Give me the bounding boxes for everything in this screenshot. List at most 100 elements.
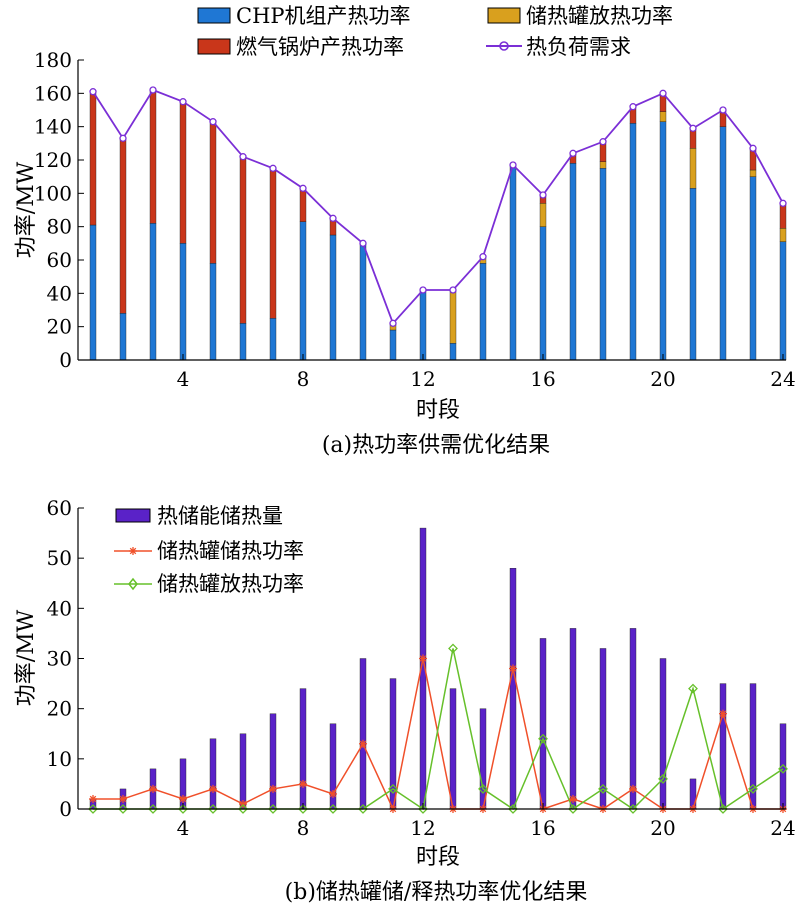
bar-storage xyxy=(569,628,577,810)
chart-b-caption: (b)储热罐储/释热功率优化结果 xyxy=(285,880,588,905)
chart-a-y-tick-label: 80 xyxy=(47,215,72,239)
point-charge-stroke xyxy=(569,795,577,803)
point-discharge xyxy=(148,804,158,814)
bar-chp xyxy=(389,329,397,361)
bar-storage xyxy=(479,708,487,810)
point-discharge xyxy=(508,804,518,814)
point-demand xyxy=(509,161,517,169)
bar-storage xyxy=(509,568,517,810)
chart-a-x-tick-label: 8 xyxy=(297,367,310,391)
point-charge xyxy=(269,784,277,793)
chart-a-y-tick-label: 100 xyxy=(34,181,72,205)
point-demand xyxy=(449,286,457,294)
point-discharge xyxy=(748,784,758,794)
point-demand xyxy=(329,214,337,222)
point-demand xyxy=(479,253,487,261)
point-charge-stroke xyxy=(179,795,187,803)
bar-boiler xyxy=(299,189,307,222)
bar-storage xyxy=(629,628,637,810)
chart-b-y-tick-label: 30 xyxy=(47,647,72,671)
point-charge xyxy=(299,779,307,788)
bar-chp xyxy=(89,224,97,361)
point-charge-stroke xyxy=(359,740,367,748)
bar-boiler xyxy=(629,108,637,124)
point-charge xyxy=(329,789,337,798)
line-demand xyxy=(92,88,784,326)
point-charge xyxy=(119,794,127,803)
chart-a-ylabel: 功率/MW xyxy=(14,161,39,258)
point-discharge xyxy=(118,804,128,814)
bar-release xyxy=(749,169,757,177)
point-discharge xyxy=(658,773,668,784)
chart-b-y-tick-label: 20 xyxy=(47,697,72,721)
chart-a: CHP机组产热功率 储热罐放热功率 燃气锅炉产热功率 热负荷需求 0 20 40 60… xyxy=(14,4,796,458)
legend-swatch-chp xyxy=(197,7,231,24)
bar-chp xyxy=(419,289,427,361)
point-charge xyxy=(509,664,517,673)
point-demand xyxy=(749,144,757,152)
point-demand xyxy=(539,191,547,199)
bar-release xyxy=(779,228,787,242)
chart-b-x-tick-label: 4 xyxy=(177,816,190,840)
point-discharge xyxy=(328,804,338,814)
bar-storage xyxy=(299,688,307,810)
point-discharge xyxy=(208,804,218,814)
point-discharge xyxy=(388,784,398,794)
bar-release xyxy=(449,289,457,344)
bar-storage xyxy=(239,733,247,810)
bar-release xyxy=(659,111,667,122)
point-charge-stroke xyxy=(329,790,337,798)
point-charge xyxy=(149,784,157,793)
point-charge xyxy=(89,794,97,803)
point-charge xyxy=(239,799,247,808)
chart-a-y-tick-label: 180 xyxy=(34,48,72,72)
bar-boiler xyxy=(329,219,337,236)
line-charge xyxy=(93,658,783,812)
legend-label-charge: 储热罐储热功率 xyxy=(157,539,304,563)
legend-marker-demand xyxy=(499,41,509,51)
bar-storage xyxy=(539,638,547,810)
point-discharge xyxy=(778,763,788,774)
chart-a-y-tick-label: 140 xyxy=(34,115,72,139)
bar-boiler xyxy=(89,93,97,226)
point-charge xyxy=(629,784,637,793)
chart-a-caption: (a)热功率供需优化结果 xyxy=(322,433,550,458)
bar-chp xyxy=(719,126,727,361)
legend-swatch-boiler xyxy=(197,38,231,55)
point-demand xyxy=(419,286,427,294)
chart-b-y-tick-label: 50 xyxy=(47,546,72,570)
point-charge-stroke xyxy=(209,785,217,793)
chart-b-y-tick-label: 40 xyxy=(47,596,72,620)
point-demand xyxy=(659,89,667,97)
chart-b-ylabel: 功率/MW xyxy=(14,609,39,706)
legend-swatch-storage xyxy=(115,508,151,523)
chart-a-y-tick-label: 120 xyxy=(34,148,72,172)
legend-star xyxy=(129,547,137,555)
point-discharge xyxy=(298,804,308,814)
chart-a-x-tick-label: 16 xyxy=(530,367,555,391)
point-charge xyxy=(209,784,217,793)
bar-chp xyxy=(359,243,367,361)
point-charge-stroke xyxy=(149,785,157,793)
chart-b-x-tick-label: 8 xyxy=(297,816,310,840)
bar-chp xyxy=(239,323,247,361)
point-demand xyxy=(629,103,637,111)
chart-b-x-tick-label: 20 xyxy=(650,816,675,840)
point-charge xyxy=(359,739,367,748)
point-charge-stroke xyxy=(299,780,307,788)
legend-label-release: 储热罐放热功率 xyxy=(526,4,673,28)
legend-star-stroke xyxy=(129,547,137,555)
point-demand xyxy=(179,98,187,106)
legend-label-storage: 热储能储热量 xyxy=(157,504,283,528)
bar-boiler xyxy=(149,91,157,224)
chart-a-y-tick-label: 20 xyxy=(47,315,72,339)
bar-storage xyxy=(359,658,367,810)
point-charge-stroke xyxy=(509,665,517,672)
chart-a-y-tick-label: 40 xyxy=(47,281,72,305)
point-discharge xyxy=(358,804,368,814)
bar-chp xyxy=(779,241,787,361)
chart-a-legend: CHP机组产热功率 储热罐放热功率 燃气锅炉产热功率 热负荷需求 xyxy=(197,4,673,59)
point-discharge xyxy=(418,804,428,814)
point-demand xyxy=(779,199,787,207)
chart-a-y-tick-label: 0 xyxy=(59,348,72,372)
